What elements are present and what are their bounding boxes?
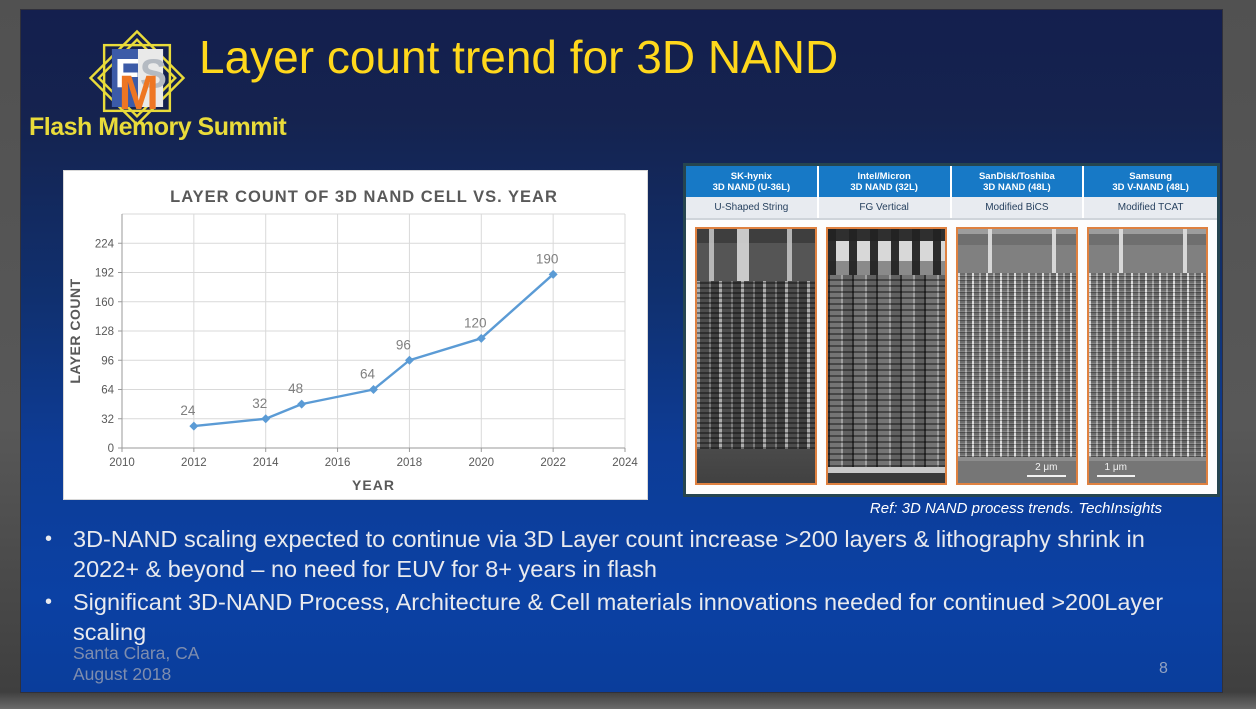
- sem-texture: [1088, 229, 1206, 273]
- data-point: [476, 333, 486, 343]
- data-point: [261, 414, 271, 424]
- page-title: Layer count trend for 3D NAND: [199, 31, 839, 83]
- data-label: 32: [252, 396, 267, 411]
- scale-bar-label: 1 μm: [1096, 463, 1135, 477]
- data-label: 24: [180, 403, 196, 418]
- sem-caption: Ref: 3D NAND process trends. TechInsight…: [869, 500, 1162, 517]
- sem-micrograph: 2 μm: [956, 227, 1078, 485]
- y-tick-label: 96: [101, 355, 114, 367]
- sem-texture: [697, 449, 815, 483]
- data-label: 64: [360, 367, 376, 382]
- page-number: 8: [1159, 660, 1168, 677]
- fms-logo-icon: F S M: [88, 29, 186, 127]
- x-tick-label: 2018: [397, 457, 423, 469]
- data-label: 48: [288, 381, 303, 396]
- layer-count-chart: LAYER COUNT OF 3D NAND CELL VS. YEAR 0 32 6…: [67, 188, 638, 493]
- sem-texture: [958, 457, 1076, 483]
- sem-texture: [697, 281, 815, 449]
- svg-text:F: F: [115, 51, 140, 97]
- sem-architecture-label: Modified BiCS: [952, 197, 1085, 218]
- bullet-list: 3D-NAND scaling expected to continue via…: [35, 524, 1195, 650]
- sem-texture: [1088, 457, 1206, 483]
- sem-texture: [1088, 273, 1206, 457]
- sem-vendor-header: SK-hynix 3D NAND (U-36L): [686, 166, 819, 197]
- chart-title: LAYER COUNT OF 3D NAND CELL VS. YEAR: [170, 188, 558, 206]
- sem-texture: [958, 229, 1076, 273]
- svg-text:M: M: [119, 66, 159, 120]
- data-point: [548, 269, 558, 279]
- data-point: [404, 355, 414, 365]
- footer-location: Santa Clara, CA: [73, 643, 200, 663]
- y-tick-label: 224: [95, 238, 115, 250]
- sem-vendor-header: Intel/Micron 3D NAND (32L): [819, 166, 952, 197]
- data-label: 190: [536, 251, 559, 266]
- sem-texture: [958, 273, 1076, 457]
- data-point: [297, 399, 307, 409]
- x-tick-label: 2014: [253, 457, 279, 469]
- y-tick-label: 192: [95, 268, 114, 280]
- data-label: 96: [396, 337, 411, 352]
- sem-micrograph: [695, 227, 817, 485]
- data-point: [189, 421, 199, 431]
- sem-architecture-label: Modified TCAT: [1117, 202, 1184, 213]
- sem-texture: [827, 229, 945, 275]
- x-tick-label: 2022: [540, 457, 566, 469]
- sem-comparison-table: SK-hynix 3D NAND (U-36L) Intel/Micron 3D NA…: [683, 163, 1220, 497]
- sem-vendor-header: Samsung 3D V-NAND (48L): [1112, 170, 1189, 193]
- x-axis-label: YEAR: [352, 477, 395, 493]
- sem-image-row: 2 μm 1 μm: [686, 220, 1217, 494]
- sem-micrograph: [825, 227, 947, 485]
- sem-vendor-header: SanDisk/Toshiba 3D NAND (48L): [952, 166, 1085, 197]
- svg-text:S: S: [140, 51, 167, 97]
- series-line: [193, 273, 554, 428]
- y-tick-label: 32: [101, 414, 114, 426]
- y-tick-label: 64: [101, 385, 114, 397]
- bullet-item: 3D-NAND scaling expected to continue via…: [35, 524, 1195, 584]
- footer-date: August 2018: [73, 664, 172, 684]
- y-tick-label: 128: [95, 326, 114, 338]
- layer-count-chart-panel: LAYER COUNT OF 3D NAND CELL VS. YEAR 0 32 6…: [63, 170, 648, 500]
- slide: F S M Flash Memory Summit Layer count tr…: [21, 10, 1222, 692]
- x-tick-label: 2010: [109, 457, 135, 469]
- y-tick-label: 160: [95, 297, 114, 309]
- logo-wordmark: Flash Memory Summit: [29, 113, 287, 141]
- y-tick-label: 0: [108, 443, 114, 455]
- bullet-item: Significant 3D-NAND Process, Architectur…: [35, 587, 1195, 647]
- x-tick-label: 2016: [325, 457, 351, 469]
- x-tick-label: 2024: [612, 457, 638, 469]
- x-tick-label: 2020: [468, 457, 494, 469]
- y-axis-label: LAYER COUNT: [67, 278, 83, 383]
- sem-texture: [827, 275, 945, 467]
- footer: Santa Clara, CA August 2018: [73, 643, 199, 685]
- sem-architecture-label: FG Vertical: [819, 197, 952, 218]
- sem-texture: [697, 229, 815, 281]
- x-tick-label: 2012: [181, 457, 207, 469]
- sem-micrograph: 1 μm: [1086, 227, 1208, 485]
- scale-bar-label: 2 μm: [1027, 463, 1066, 477]
- sem-texture: [827, 467, 945, 483]
- sem-architecture-label: U-Shaped String: [686, 197, 819, 218]
- sem-header-row: SK-hynix 3D NAND (U-36L) Intel/Micron 3D NA…: [686, 166, 1217, 197]
- sem-subheader-row: U-Shaped String FG Vertical Modified BiCS M…: [686, 197, 1217, 220]
- data-point: [369, 385, 378, 394]
- data-label: 120: [464, 315, 487, 330]
